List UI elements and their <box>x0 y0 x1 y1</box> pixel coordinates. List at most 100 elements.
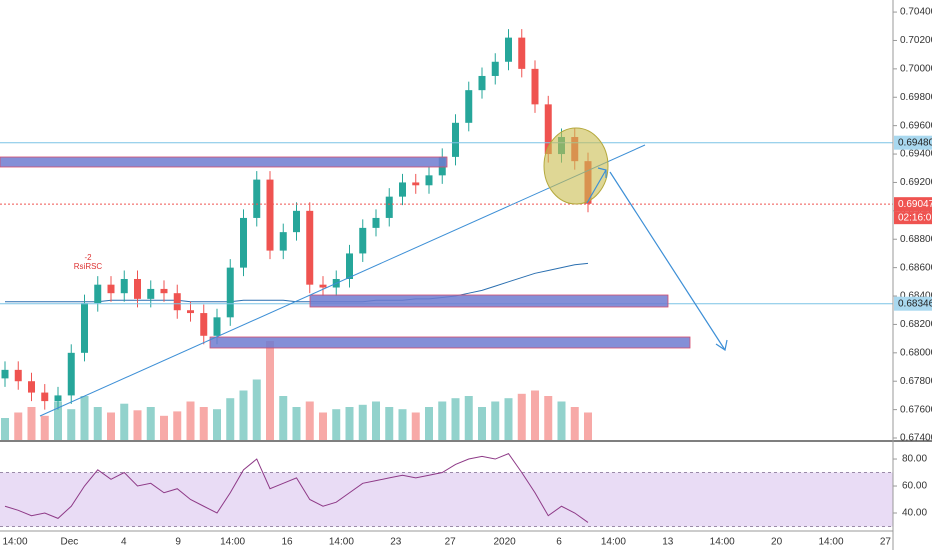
volume-bar <box>464 396 473 440</box>
candle-body <box>14 369 22 382</box>
volume-bar <box>491 401 500 440</box>
volume-bar <box>239 390 248 440</box>
candle-body <box>28 381 35 393</box>
countdown: 02:16:02 <box>898 212 932 223</box>
y-tick-label: 80.00 <box>902 454 927 465</box>
y-tick-label: 60.00 <box>902 481 927 492</box>
candle-body <box>452 122 459 157</box>
x-tick-label: 4 <box>121 537 127 548</box>
annotation: -2 <box>84 253 92 262</box>
candle-body <box>266 179 274 251</box>
candle-body <box>213 317 221 336</box>
candle-body <box>67 352 75 396</box>
candle-body <box>544 104 552 155</box>
x-tick-label: 14:00 <box>329 537 354 548</box>
candle-body <box>240 217 247 268</box>
volume-bar <box>584 412 592 440</box>
zone <box>209 336 691 349</box>
drawings <box>0 127 728 417</box>
candle-body <box>200 313 208 336</box>
price-label: 0.68346 <box>898 298 932 309</box>
volume-bar <box>305 401 314 440</box>
candle-body <box>54 395 62 402</box>
volume-bar <box>332 409 341 440</box>
candle-body <box>187 310 194 314</box>
candle-body <box>147 288 155 299</box>
volume-bar <box>160 415 168 440</box>
volume-bar <box>266 341 274 440</box>
volume-bar <box>517 393 526 440</box>
volume-bar <box>146 407 155 440</box>
candle-body <box>425 175 433 186</box>
annotation: RsiRSC <box>74 262 103 271</box>
candle-body <box>1 369 9 379</box>
volume-bar <box>478 407 486 440</box>
volume-bar <box>80 396 89 440</box>
x-tick-label: 27 <box>880 537 892 548</box>
x-tick-label: 20 <box>771 537 783 548</box>
zone <box>0 156 448 168</box>
candle-body <box>173 293 181 311</box>
volume-bar <box>358 404 367 440</box>
volume-bar <box>186 401 195 440</box>
volume-bar <box>438 401 447 440</box>
x-tick-label: 13 <box>662 537 674 548</box>
volume-bar <box>292 407 301 440</box>
arrow <box>609 171 726 351</box>
candle-body <box>412 182 420 186</box>
rsi-line <box>4 453 589 523</box>
volume-bar <box>451 398 460 440</box>
candle-body <box>518 37 526 69</box>
candle-body <box>81 303 88 353</box>
price-label-bg <box>894 135 932 150</box>
volume-bar <box>398 409 407 440</box>
x-tick-label: 16 <box>281 537 293 548</box>
volume-bar <box>1 418 9 440</box>
candle-body <box>359 227 367 254</box>
volume-bar <box>279 396 288 440</box>
candle-body <box>478 75 486 91</box>
candle-body <box>279 232 287 251</box>
volume-bar <box>319 412 327 440</box>
candle-body <box>41 392 49 402</box>
x-tick-label: 6 <box>556 537 562 548</box>
volume-bar <box>213 409 221 440</box>
arrow-head <box>597 167 607 178</box>
candle-body <box>399 182 406 197</box>
volume-bar <box>570 407 579 440</box>
arrow <box>586 169 607 204</box>
candle-body <box>293 210 300 233</box>
volume-bar <box>557 401 566 440</box>
y-tick-label: 40.00 <box>902 508 927 519</box>
trend-line <box>39 144 646 417</box>
volume-bar <box>27 407 36 440</box>
candle-body <box>160 288 168 294</box>
volume-bar <box>425 407 433 440</box>
volume-bar <box>93 407 102 440</box>
candle-body <box>319 284 327 288</box>
volume-bar <box>345 407 354 440</box>
candle-body <box>306 210 314 285</box>
volume-bar <box>372 401 380 440</box>
candle-body <box>346 253 353 279</box>
price-label-bg <box>894 296 932 311</box>
volume-bar <box>504 398 513 440</box>
x-tick-label: 9 <box>175 537 181 548</box>
volume-bar <box>199 407 208 440</box>
volume-bar <box>226 398 235 440</box>
candle-body <box>120 278 128 294</box>
